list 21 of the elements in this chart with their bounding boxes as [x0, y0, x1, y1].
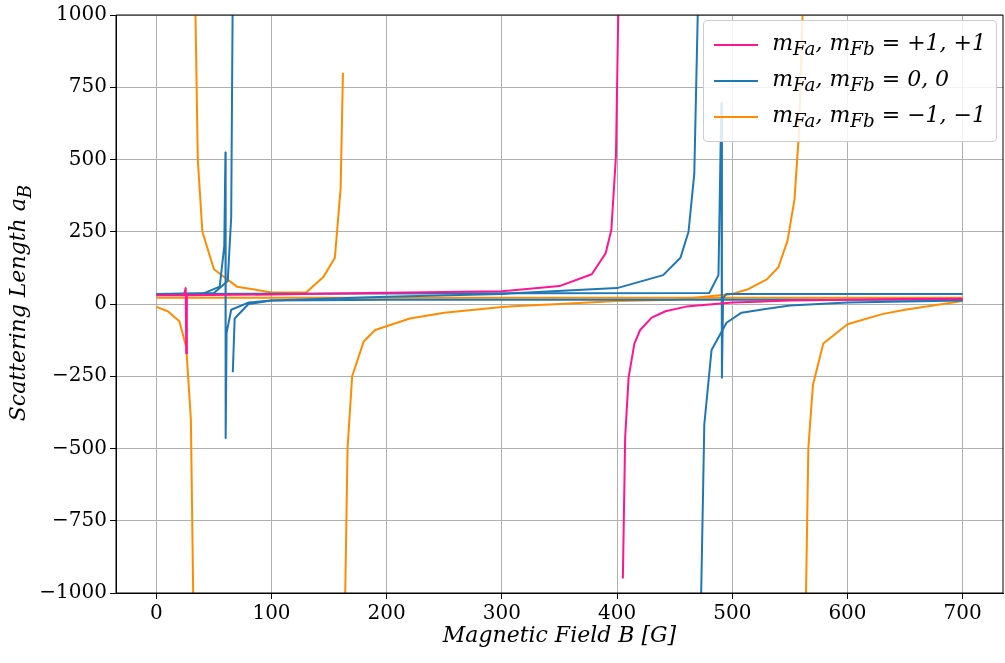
x-tick-label: 400	[598, 600, 637, 625]
y-tick-label: 0	[94, 290, 107, 315]
y-tick-label: −1000	[39, 579, 107, 604]
x-tick-label: 100	[252, 600, 291, 625]
legend-label: m$_{Fa}$, m$_{Fb}$ = +1, +1	[772, 30, 986, 60]
y-tick-label: 1000	[56, 1, 107, 26]
y-tick-label: 750	[68, 73, 107, 98]
legend-label: m$_{Fa}$, m$_{Fb}$ = −1, −1	[772, 102, 986, 132]
x-tick-label: 500	[713, 600, 752, 625]
x-tick-label: 300	[482, 600, 521, 625]
x-tick-label: 200	[367, 600, 406, 625]
x-tick-label: 600	[828, 600, 867, 625]
x-tick-label: 0	[149, 600, 163, 625]
y-tick-label: −500	[52, 434, 107, 459]
x-tick-label: 700	[943, 600, 982, 625]
y-tick-label: −750	[52, 506, 107, 531]
legend-label: m$_{Fa}$, m$_{Fb}$ = 0, 0	[772, 66, 950, 96]
x-axis-title: Magnetic Field B [G]	[442, 622, 677, 647]
y-tick-label: 250	[68, 217, 107, 242]
y-tick-label: −250	[52, 362, 107, 387]
y-tick-label: 500	[68, 145, 107, 170]
